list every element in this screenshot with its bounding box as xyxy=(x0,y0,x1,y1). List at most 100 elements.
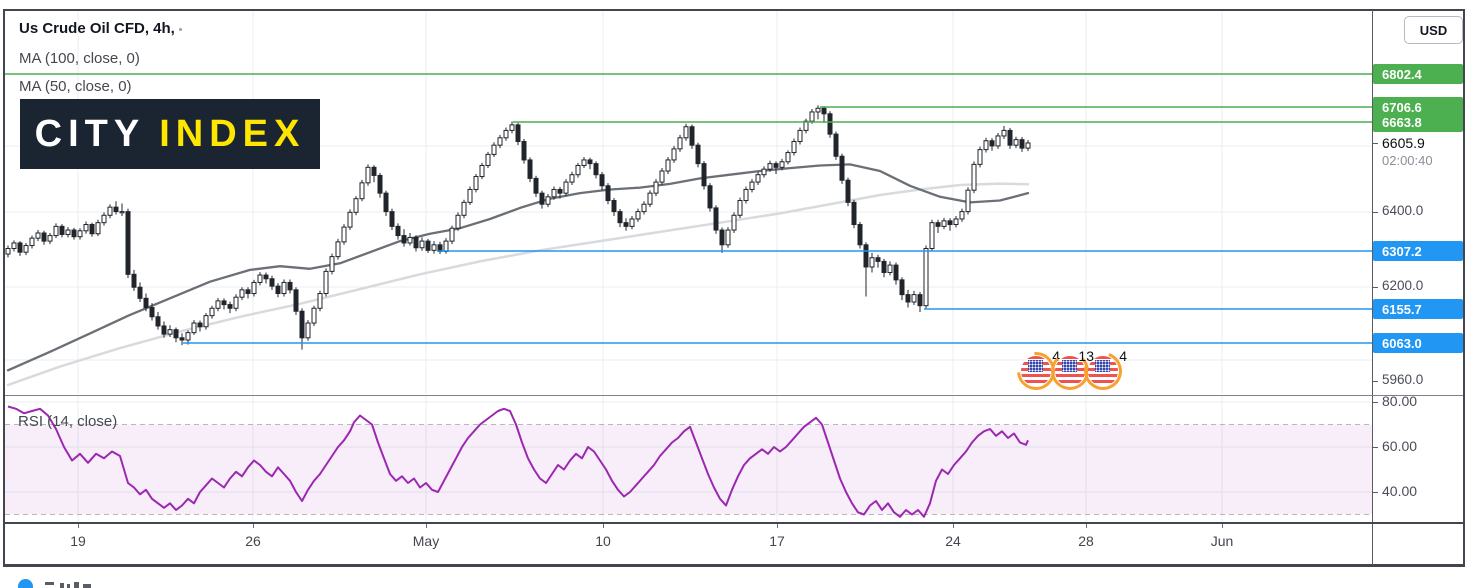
candle xyxy=(827,111,833,138)
candle xyxy=(365,164,371,186)
us-flag-icon xyxy=(1088,356,1118,386)
candle xyxy=(977,146,983,168)
price-pane[interactable] xyxy=(5,11,1372,394)
candle xyxy=(143,293,149,312)
time-axis-divider xyxy=(5,522,1463,524)
candle xyxy=(467,186,473,205)
footer-text-fragment xyxy=(83,584,91,588)
candle xyxy=(557,186,563,199)
candle xyxy=(491,142,497,157)
rsi-tick-label: 40.00 xyxy=(1382,483,1418,499)
candle xyxy=(71,227,77,240)
candle xyxy=(221,298,227,310)
candle xyxy=(845,177,851,207)
title-status-dot xyxy=(178,27,182,31)
candle xyxy=(83,221,89,234)
event-arc xyxy=(1051,352,1089,390)
candle xyxy=(989,138,995,151)
border-bottom xyxy=(3,564,1465,567)
price-level-label-6155.7[interactable]: 6155.7 xyxy=(1373,299,1463,319)
candle xyxy=(833,131,839,160)
ma50-legend[interactable]: MA (50, close, 0) xyxy=(19,78,132,95)
candle xyxy=(953,216,959,228)
candle xyxy=(161,321,167,338)
time-tick-label: 19 xyxy=(70,533,86,549)
price-level-label-6307.2[interactable]: 6307.2 xyxy=(1373,241,1463,261)
candle xyxy=(1019,137,1025,152)
candle xyxy=(917,292,923,312)
candle xyxy=(755,171,761,186)
border-top xyxy=(3,9,1465,11)
currency-toggle-button[interactable]: USD xyxy=(1404,16,1463,44)
candle xyxy=(431,241,437,254)
candle xyxy=(131,269,137,291)
candle xyxy=(449,225,455,245)
candle xyxy=(89,222,95,237)
candle xyxy=(527,157,533,183)
flag-canton xyxy=(1028,360,1043,372)
time-tick-label: 24 xyxy=(945,533,961,549)
price-tick-label: 6400.0 xyxy=(1382,203,1424,218)
candle xyxy=(617,209,623,228)
candle xyxy=(881,258,887,278)
event-count-badge: 4 xyxy=(1119,348,1127,364)
candle xyxy=(653,179,659,197)
candle xyxy=(257,272,263,286)
candle xyxy=(707,183,713,212)
city-index-logo: CITY INDEX xyxy=(20,99,320,169)
economic-event-flag[interactable]: 4 xyxy=(1009,344,1063,398)
blue-dot-icon[interactable] xyxy=(18,579,33,588)
time-tick-mark xyxy=(1086,524,1087,528)
candle xyxy=(233,294,239,312)
price-level-label-6802.4[interactable]: 6802.4 xyxy=(1373,64,1463,84)
logo-city-text: CITY xyxy=(34,112,146,155)
candle xyxy=(959,208,965,222)
candle xyxy=(287,279,293,294)
time-tick-mark xyxy=(603,524,604,528)
price-level-label-6063.0[interactable]: 6063.0 xyxy=(1373,333,1463,353)
candle xyxy=(419,237,425,251)
time-tick-label: 26 xyxy=(245,533,261,549)
candle xyxy=(839,153,845,184)
candle xyxy=(983,137,989,153)
candle xyxy=(371,165,377,183)
symbol-title[interactable]: Us Crude Oil CFD, 4h, xyxy=(19,20,182,37)
candle xyxy=(23,242,29,256)
candle xyxy=(683,123,689,141)
economic-event-flag[interactable]: 13 xyxy=(1051,348,1094,390)
footer-text-fragment xyxy=(67,584,70,588)
candle xyxy=(59,224,65,238)
time-tick-label: 17 xyxy=(769,533,785,549)
candle xyxy=(743,186,749,204)
candle xyxy=(1001,125,1007,139)
candle xyxy=(5,245,11,258)
candle xyxy=(95,219,101,236)
candle xyxy=(497,134,503,149)
pane-divider-rsi[interactable] xyxy=(5,395,1463,396)
economic-event-flag[interactable]: 4 xyxy=(1077,345,1129,397)
price-level-label-6663.8[interactable]: 6663.8 xyxy=(1373,112,1463,132)
candle xyxy=(629,216,635,230)
candle xyxy=(347,209,353,231)
border-left xyxy=(3,9,5,567)
candle xyxy=(719,227,725,253)
candle xyxy=(905,289,911,308)
price-tick-mark xyxy=(1373,287,1378,288)
time-tick-mark xyxy=(1222,524,1223,528)
last-price-label: 6605.9 xyxy=(1382,135,1425,151)
candle xyxy=(563,179,569,197)
time-tick-mark xyxy=(777,524,778,528)
candle xyxy=(149,303,155,321)
rsi-pane[interactable] xyxy=(5,396,1372,522)
candle xyxy=(503,127,509,141)
candle xyxy=(191,320,197,335)
time-tick-label: 10 xyxy=(595,533,611,549)
ma100-legend[interactable]: MA (100, close, 0) xyxy=(19,50,140,67)
candle xyxy=(11,240,17,252)
candle xyxy=(167,325,173,338)
candle xyxy=(701,161,707,190)
candle xyxy=(173,327,179,343)
rsi-legend[interactable]: RSI (14, close) xyxy=(18,413,118,430)
candle xyxy=(893,262,899,285)
